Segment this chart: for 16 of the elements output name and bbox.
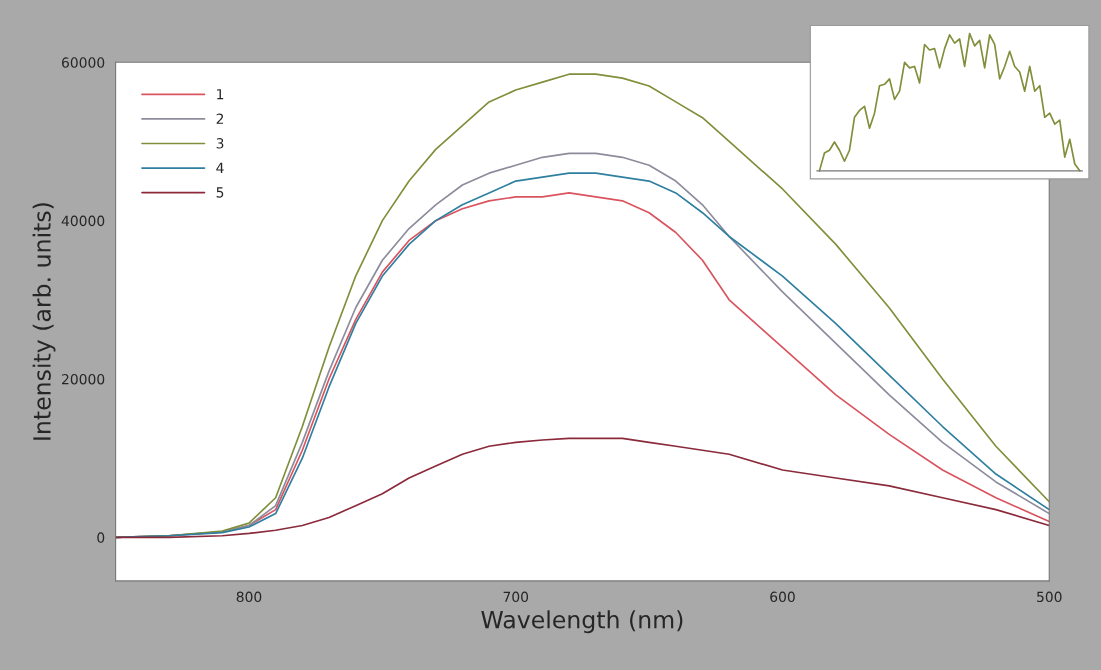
legend-label: 2	[216, 113, 224, 124]
x-tick-label: 700	[503, 591, 529, 603]
y-tick-label: 0	[97, 532, 105, 543]
legend-label: 3	[216, 138, 224, 149]
x-tick-label: 800	[236, 591, 262, 603]
y-tick-label: 40000	[61, 215, 105, 227]
legend-label: 1	[217, 89, 224, 100]
x-tick-label: 500	[1037, 591, 1062, 603]
line-series	[115, 437, 1050, 539]
x-tick-label: 600	[770, 591, 795, 603]
y-tick-label: 20000	[62, 373, 105, 385]
y-tick-label: 60000	[61, 57, 105, 68]
x-axis-title: Wavelength (nm)	[481, 610, 683, 634]
legend-label: 4	[216, 162, 224, 173]
legend-label: 5	[216, 187, 224, 198]
y-axis-title: Intensity (arb. units)	[32, 203, 56, 440]
